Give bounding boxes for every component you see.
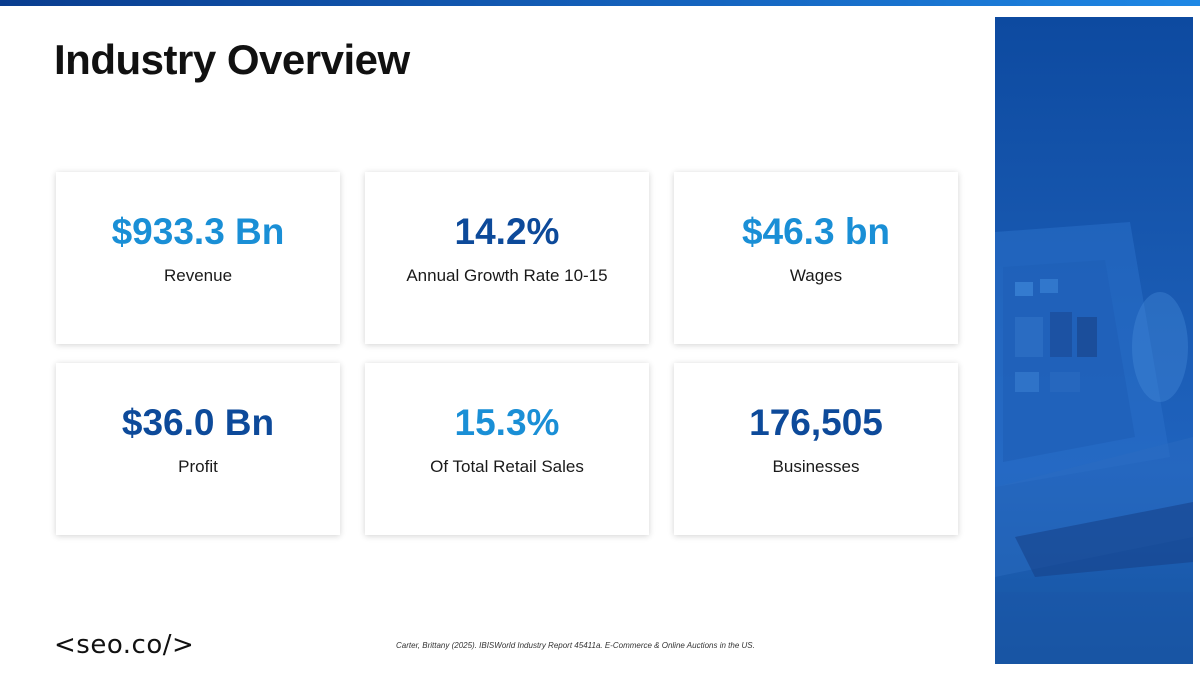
stat-value-revenue: $933.3 Bn	[111, 210, 285, 252]
stat-card-retail-share: 15.3% Of Total Retail Sales	[365, 363, 649, 535]
laptop-photo-illustration	[995, 222, 1193, 664]
stats-grid: $933.3 Bn Revenue 14.2% Annual Growth Ra…	[56, 172, 958, 538]
stat-value-profit: $36.0 Bn	[121, 401, 275, 443]
stat-card-businesses: 176,505 Businesses	[674, 363, 958, 535]
stat-label-profit: Profit	[178, 456, 218, 476]
stat-value-businesses: 176,505	[749, 401, 883, 443]
stat-value-retail-share: 15.3%	[454, 401, 560, 443]
stat-label-businesses: Businesses	[772, 456, 860, 476]
side-image-panel	[995, 17, 1193, 664]
top-accent-bar	[0, 0, 1200, 6]
stat-card-revenue: $933.3 Bn Revenue	[56, 172, 340, 344]
brand-logo: <seo.co/>	[54, 630, 195, 660]
stat-value-growth-rate: 14.2%	[454, 210, 560, 252]
stat-label-wages: Wages	[789, 265, 843, 285]
stat-label-revenue: Revenue	[163, 265, 233, 285]
stat-label-retail-share: Of Total Retail Sales	[430, 456, 584, 476]
slide-title: Industry Overview	[54, 36, 410, 83]
stat-card-wages: $46.3 bn Wages	[674, 172, 958, 344]
stat-card-profit: $36.0 Bn Profit	[56, 363, 340, 535]
source-citation: Carter, Brittany (2025). IBISWorld Indus…	[396, 641, 755, 650]
stat-value-wages: $46.3 bn	[741, 210, 891, 252]
stat-card-growth-rate: 14.2% Annual Growth Rate 10-15	[365, 172, 649, 344]
stat-label-growth-rate: Annual Growth Rate 10-15	[406, 265, 608, 285]
